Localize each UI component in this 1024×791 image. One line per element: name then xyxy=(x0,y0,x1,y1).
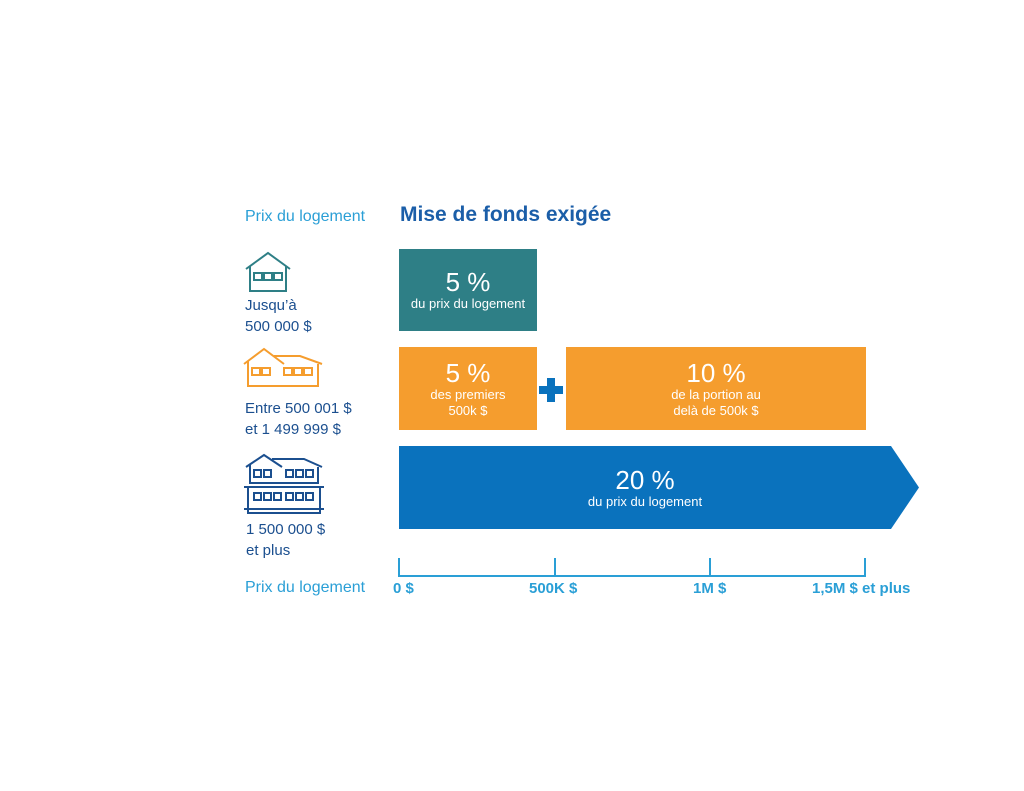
segment-description: 500k $ xyxy=(448,402,488,418)
segment-description: du prix du logement xyxy=(410,296,526,311)
axis-tick-0: 0 $ xyxy=(393,580,414,597)
segment-description: des premiers xyxy=(430,386,506,402)
segment-percent: 5 % xyxy=(445,267,491,297)
axis-tick-500k: 500K $ xyxy=(529,580,578,597)
segment-5-percent-small: 5 % du prix du logement xyxy=(399,249,537,331)
axis-tick-1-5m: 1,5M $ et plus xyxy=(812,580,911,597)
chart-title: Mise de fonds exigée xyxy=(400,203,612,226)
large-house-icon xyxy=(242,451,326,515)
row-label-up-to-500k: Jusqu’à 500 000 $ xyxy=(245,297,312,335)
segment-5-percent-first-500k: 5 % des premiers 500k $ xyxy=(399,347,537,430)
price-axis xyxy=(398,556,868,583)
segment-percent: 5 % xyxy=(445,357,491,388)
plus-icon xyxy=(539,378,563,402)
row-label-1-5m-and-more: 1 500 000 $ et plus xyxy=(246,521,326,559)
row-label-500k-to-1-5m: Entre 500 001 $ et 1 499 999 $ xyxy=(245,400,352,438)
column-label-price: Prix du logement xyxy=(245,208,366,225)
axis-tick-1m: 1M $ xyxy=(693,580,727,597)
segment-description: delà de 500k $ xyxy=(673,402,759,418)
segment-percent: 20 % xyxy=(615,464,675,495)
segment-10-percent-above-500k: 10 % de la portion au delà de 500k $ xyxy=(566,347,866,430)
axis-label: Prix du logement xyxy=(245,579,366,596)
small-house-icon xyxy=(244,251,292,293)
segment-20-percent-large: 20 % du prix du logement xyxy=(399,446,919,529)
segment-description: de la portion au xyxy=(671,386,761,402)
medium-house-icon xyxy=(242,346,324,388)
segment-description: du prix du logement xyxy=(587,493,703,509)
segment-percent: 10 % xyxy=(686,357,746,388)
